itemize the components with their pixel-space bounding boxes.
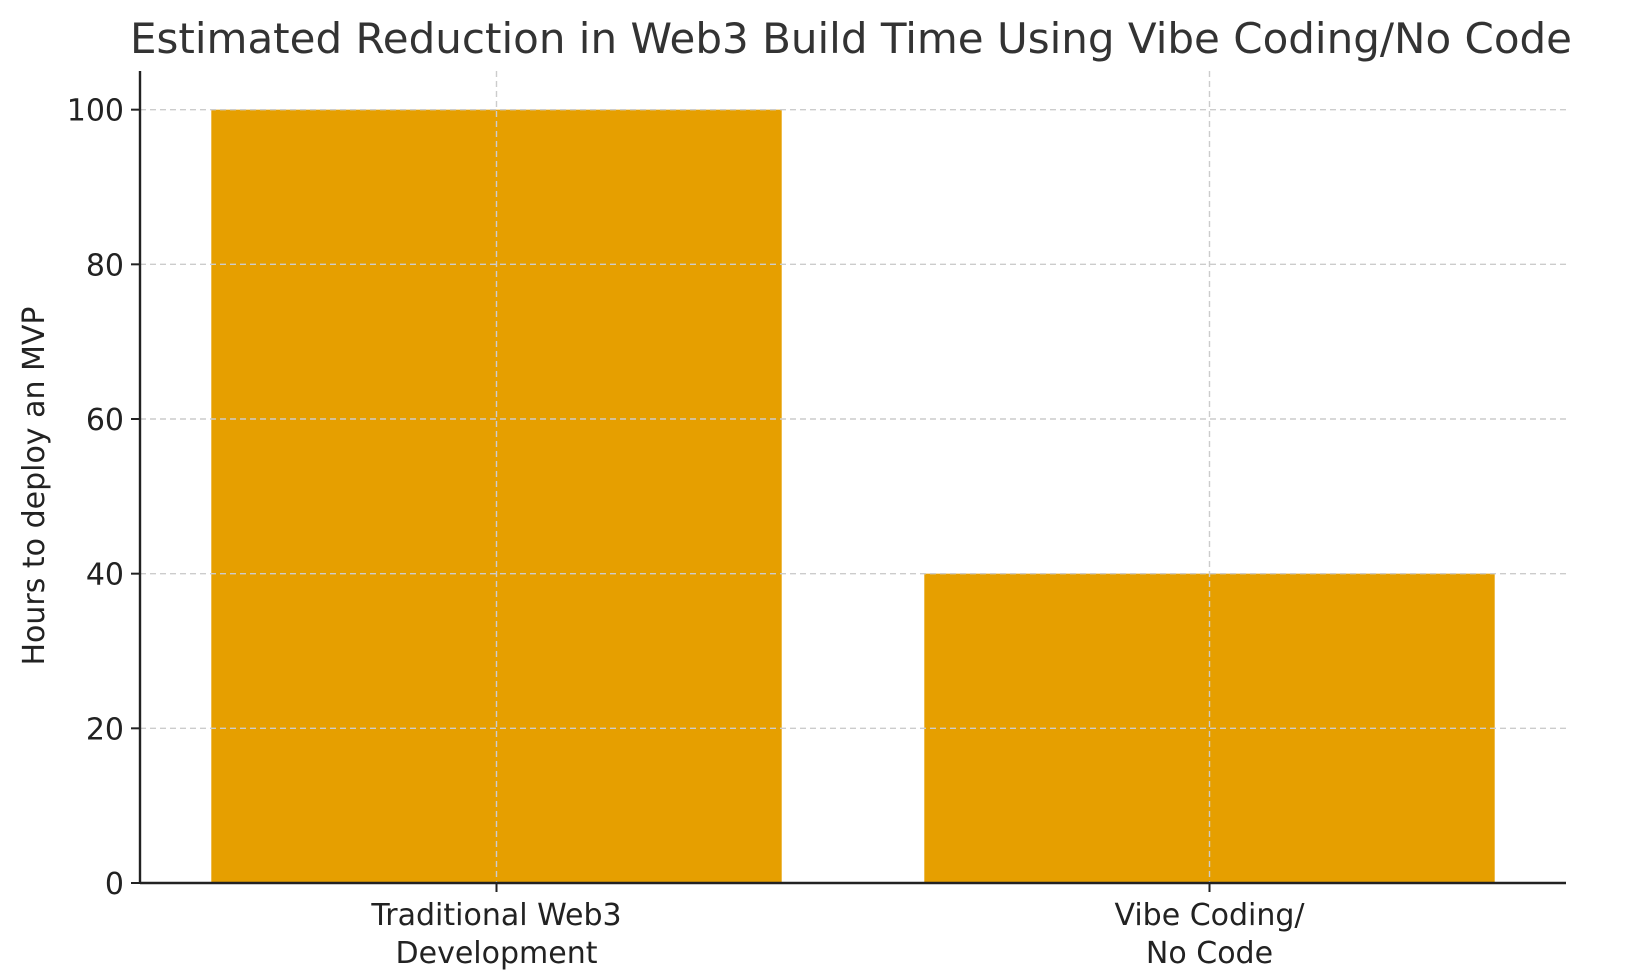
x-tick-label-line: Development (396, 936, 598, 971)
y-tick-label: 0 (105, 867, 124, 902)
bars (211, 109, 1495, 883)
x-tick-label: Traditional Web3 Development (370, 898, 621, 971)
x-tick-label-line: Vibe Coding/ (1114, 898, 1305, 933)
grid-lines (140, 71, 1566, 883)
chart-title: Estimated Reduction in Web3 Build Time U… (130, 14, 1572, 63)
y-tick-label: 100 (67, 94, 124, 129)
y-tick-label: 20 (86, 712, 124, 747)
x-tick-label-line: No Code (1146, 936, 1273, 971)
axes (131, 71, 1566, 892)
y-tick-label: 80 (86, 248, 124, 283)
y-tick-labels: 0 20 40 60 80 100 (67, 94, 124, 902)
x-tick-label-line: Traditional Web3 (370, 898, 621, 933)
y-axis-label: Hours to deploy an MVP (17, 306, 52, 665)
y-tick-label: 60 (86, 403, 124, 438)
x-tick-labels: Traditional Web3 Development Vibe Coding/N… (370, 898, 1305, 971)
y-tick-label: 40 (86, 558, 124, 593)
x-tick-label: Vibe Coding/No Code (1114, 898, 1305, 971)
